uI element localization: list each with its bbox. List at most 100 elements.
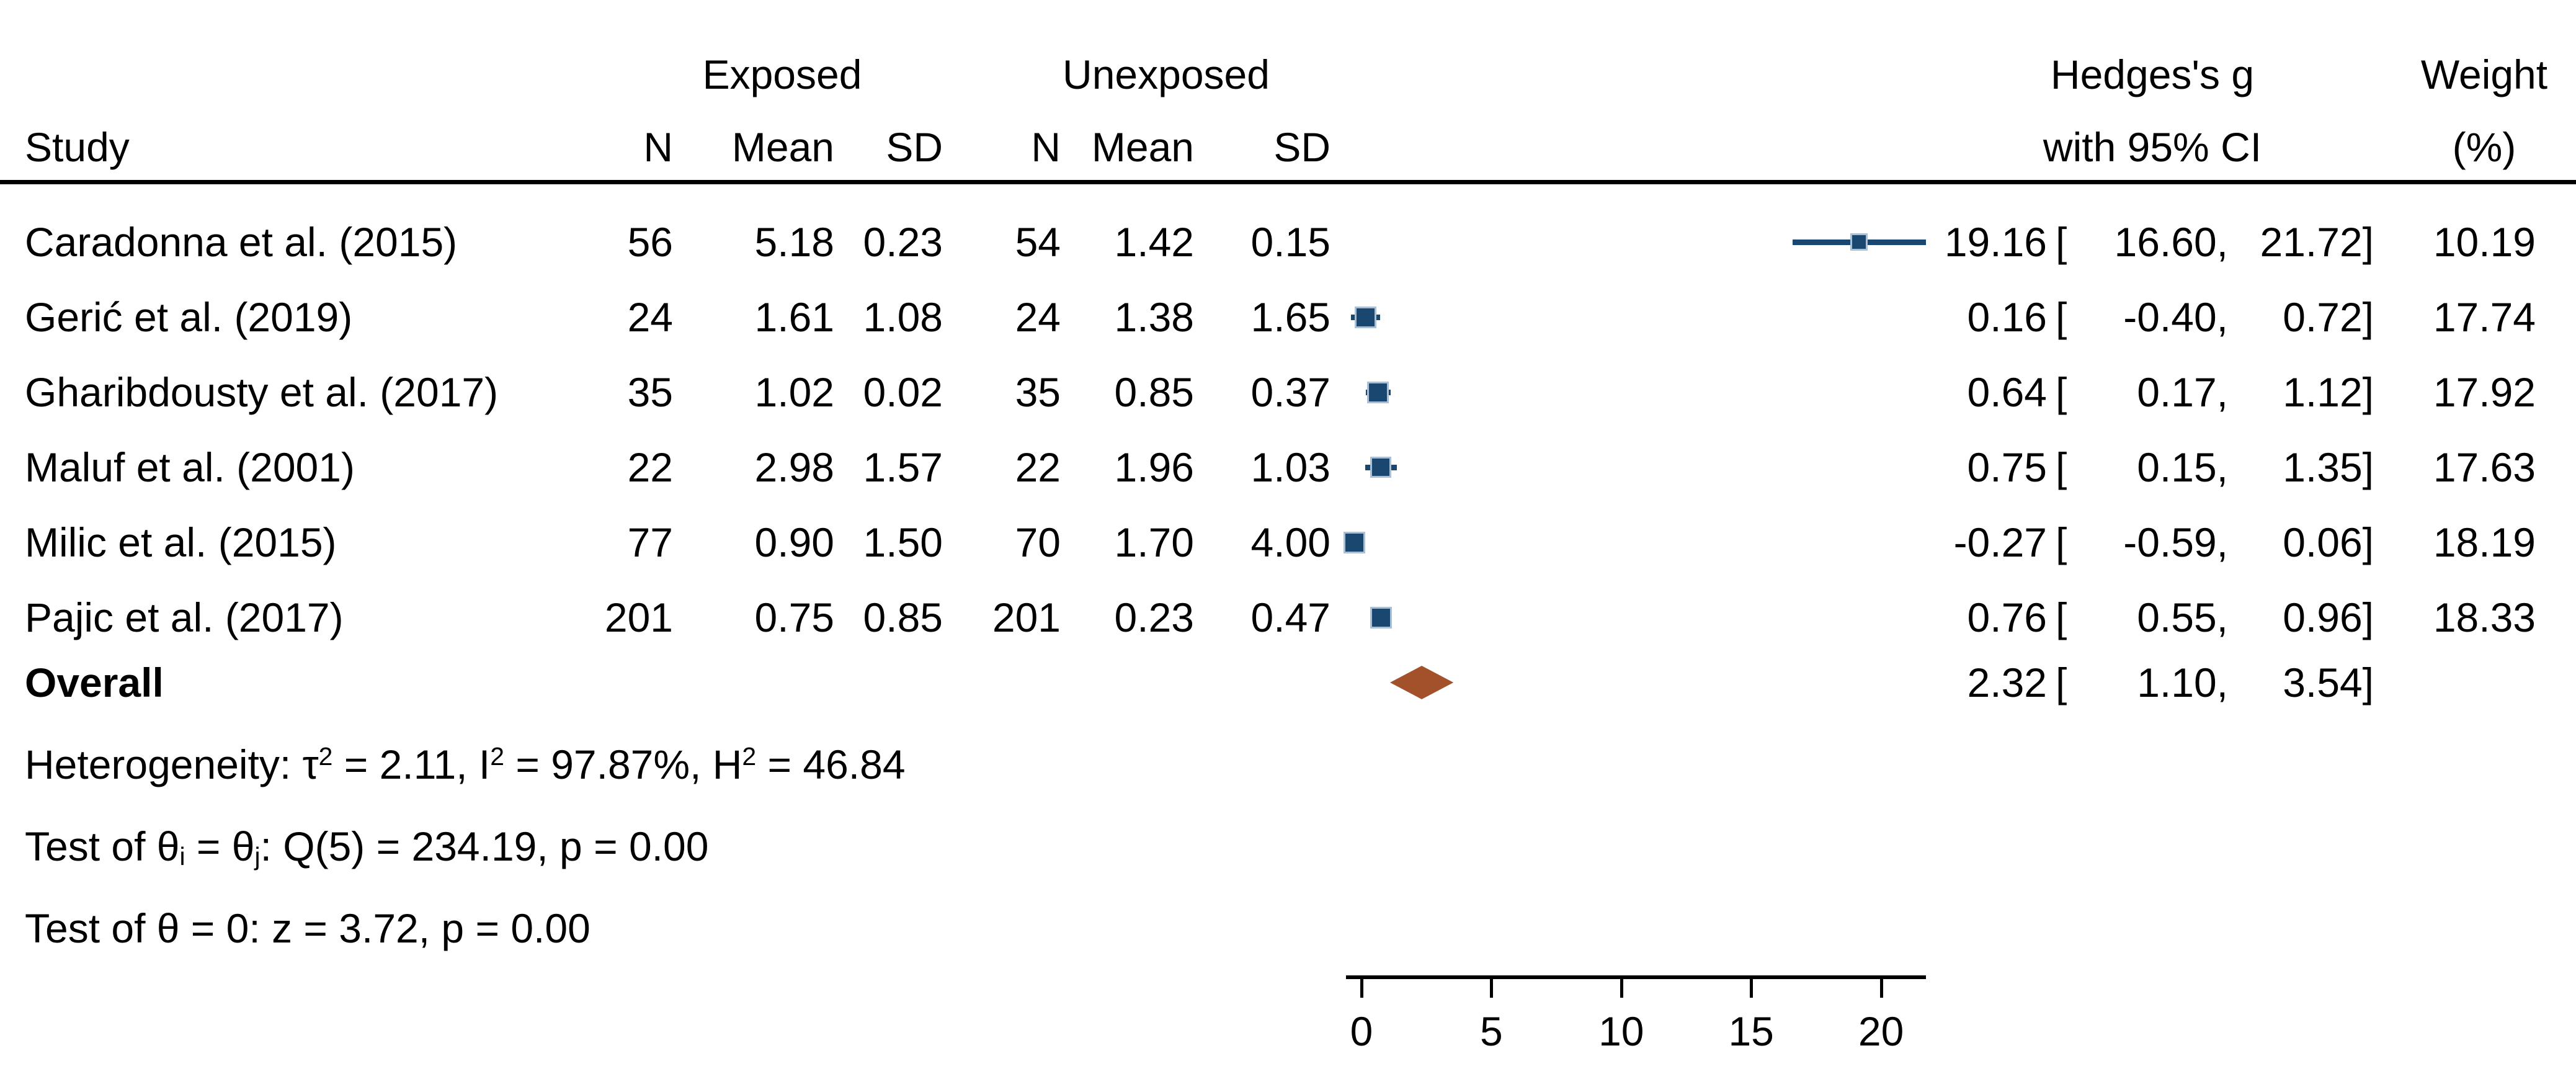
ci-lower: 16.60, [2114,219,2229,265]
overall-ci-upper: 3.54] [2283,660,2374,705]
ci-lower: -0.40, [2123,294,2228,340]
weight-header-line2: (%) [2452,124,2516,170]
test-theta-zero-line: Test of θ = 0: z = 3.72, p = 0.00 [25,903,591,953]
x-axis-tick [1879,977,1883,998]
exposed-mean-value: 1.02 [754,369,834,415]
weight-value: 17.92 [2433,369,2536,415]
effect-estimate: 0.75 [1967,444,2047,490]
exposed-mean-value: 0.75 [754,594,834,640]
effect-square-marker [1369,383,1387,401]
unexposed-sd-header: SD [1273,124,1330,170]
x-axis-tick [1490,977,1494,998]
unexposed-sd-value: 0.15 [1250,219,1330,265]
weight-value: 18.19 [2433,519,2536,565]
exposed-n-value: 35 [627,369,673,415]
overall-diamond [1390,666,1454,699]
ci-upper: 1.12] [2283,369,2374,415]
stat-text: = 46.84 [756,741,906,787]
ci-lower: 0.55, [2137,594,2228,640]
unexposed-group-header: Unexposed [1063,51,1270,97]
study-name: Gharibdousty et al. (2017) [25,369,499,415]
exposed-n-value: 22 [627,444,673,490]
stat-text: Test of θ = 0: z = 3.72, p = 0.00 [25,905,591,951]
x-axis-tick-label: 0 [1350,1008,1373,1054]
stat-text: : Q(5) = 234.19, p = 0.00 [260,823,709,869]
overall-label: Overall [25,660,164,705]
ci-upper: 0.06] [2283,519,2374,565]
ci-lower: -0.59, [2123,519,2228,565]
study-name: Milic et al. (2015) [25,519,337,565]
exposed-n-header: N [643,124,673,170]
unexposed-sd-value: 4.00 [1250,519,1330,565]
exposed-mean-value: 1.61 [754,294,834,340]
exposed-mean-header: Mean [731,124,834,170]
effect-header-line1: Hedges's g [2050,51,2255,97]
ci-upper: 1.35] [2283,444,2374,490]
superscript: 2 [318,741,333,771]
weight-value: 17.74 [2433,294,2536,340]
ci-lower: 0.15, [2137,444,2228,490]
effect-estimate: -0.27 [1953,519,2047,565]
exposed-sd-header: SD [886,124,943,170]
ci-lower: 0.17, [2137,369,2228,415]
test-group-equality-line: Test of θi = θj: Q(5) = 234.19, p = 0.00 [25,822,708,877]
effect-square-marker [1345,534,1363,552]
x-axis-tick-label: 15 [1728,1008,1774,1054]
unexposed-sd-value: 1.65 [1250,294,1330,340]
effect-estimate: 0.16 [1967,294,2047,340]
x-axis-tick [1750,977,1754,998]
exposed-sd-value: 1.08 [863,294,943,340]
overall-ci-open-bracket: [ [2056,660,2067,705]
subscript: i [179,842,185,871]
unexposed-n-value: 201 [992,594,1061,640]
unexposed-sd-value: 1.03 [1250,444,1330,490]
effect-square-marker [1372,459,1389,476]
weight-value: 18.33 [2433,594,2536,640]
subscript: j [254,842,261,871]
unexposed-n-header: N [1031,124,1061,170]
exposed-n-value: 56 [627,219,673,265]
x-axis-tick-label: 5 [1480,1008,1503,1054]
unexposed-mean-value: 1.38 [1114,294,1194,340]
unexposed-mean-value: 1.96 [1114,444,1194,490]
exposed-mean-value: 0.90 [754,519,834,565]
overall-diamond-shape [1390,666,1454,699]
overall-effect-estimate: 2.32 [1967,660,2047,705]
weight-value: 10.19 [2433,219,2536,265]
effect-estimate: 0.76 [1967,594,2047,640]
superscript: 2 [490,741,504,771]
unexposed-sd-value: 0.47 [1250,594,1330,640]
heterogeneity-line: Heterogeneity: τ2 = 2.11, I2 = 97.87%, H… [25,740,906,795]
study-column-header: Study [25,124,130,170]
weight-value: 17.63 [2433,444,2536,490]
ci-upper: 0.72] [2283,294,2374,340]
ci-open-bracket: [ [2056,219,2067,265]
stat-text: = 2.11, I [332,741,491,787]
unexposed-n-value: 70 [1015,519,1061,565]
x-axis-tick [1360,977,1363,998]
effect-header-line2: with 95% CI [2043,124,2262,170]
exposed-mean-value: 5.18 [754,219,834,265]
x-axis-tick [1620,977,1623,998]
stat-text: Test of θ [25,823,180,869]
ci-open-bracket: [ [2056,369,2067,415]
exposed-n-value: 24 [627,294,673,340]
effect-square-marker [1852,235,1866,249]
ci-upper: 0.96] [2283,594,2374,640]
stat-text: = 97.87%, H [504,741,742,787]
exposed-sd-value: 1.50 [863,519,943,565]
unexposed-n-value: 35 [1015,369,1061,415]
overall-ci-lower: 1.10, [2137,660,2228,705]
exposed-sd-value: 0.85 [863,594,943,640]
ci-open-bracket: [ [2056,594,2067,640]
ci-open-bracket: [ [2056,444,2067,490]
effect-square-marker [1357,308,1375,326]
x-axis-tick-label: 10 [1598,1008,1644,1054]
weight-header-line1: Weight [2420,51,2548,97]
exposed-sd-value: 0.23 [863,219,943,265]
exposed-group-header: Exposed [702,51,862,97]
unexposed-mean-value: 0.23 [1114,594,1194,640]
header-divider [0,180,2576,184]
study-name: Pajic et al. (2017) [25,594,344,640]
